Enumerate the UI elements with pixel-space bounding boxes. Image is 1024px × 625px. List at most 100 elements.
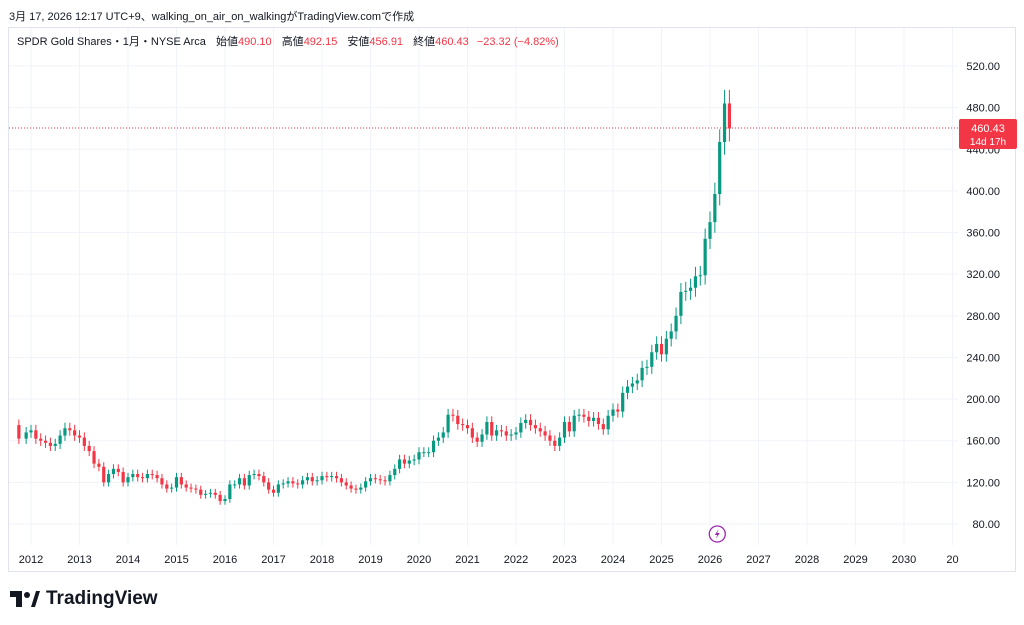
tradingview-logo-icon [10,591,40,607]
candle-body [247,475,251,486]
candle-body [330,476,334,478]
x-tick-label: 2023 [552,554,576,566]
x-tick-label: 20 [946,554,958,566]
candle-body [136,474,140,478]
candle-body [359,487,363,490]
candle-body [543,431,547,436]
candle-body [640,367,644,381]
candle-body [698,275,702,277]
candle-body [562,421,567,438]
candle-body [140,477,145,479]
candle-body [262,476,266,483]
x-tick-label: 2025 [649,554,673,566]
candle-body [650,352,654,367]
x-tick-label: 2013 [67,554,91,566]
candle-body [150,474,154,476]
candle-body [524,419,528,424]
candle-body [553,440,557,446]
candle-body [499,430,504,432]
candle-body [451,414,455,416]
candle-body [48,442,52,446]
y-tick-label: 240.00 [966,352,1000,364]
candle-body [669,331,673,339]
price-chart[interactable]: 80.00 120.00 160.00 200.00 240.00 280.00 320.0… [0,0,1024,580]
low-value: 456.91 [369,36,404,48]
candle-body [305,477,310,481]
candle-body [77,435,82,438]
x-tick-label: 2028 [795,554,819,566]
candle-body [257,474,261,477]
y-tick-label: 480.00 [966,103,1000,115]
candle-body [480,434,484,442]
candle-body [145,474,149,479]
candle-body [441,432,445,438]
x-tick-label: 2021 [455,554,479,566]
candle-body [271,489,276,493]
price-tag-value: 460.43 [971,123,1005,135]
change-value: −23.32 (−4.82%) [476,36,559,48]
y-tick-label: 120.00 [966,477,1000,489]
candle-body [378,479,382,481]
candle-body [364,481,368,488]
candle-body [276,484,280,493]
candle-body [281,483,285,485]
candle-body [179,477,183,485]
candle-body [87,445,91,452]
candle-body [664,338,668,355]
candle-body [533,425,537,429]
candle-body [325,476,329,478]
candle-body [417,452,421,460]
candle-body [354,488,358,490]
candle-body [213,492,217,495]
x-tick-label: 2012 [19,554,43,566]
candle-body [126,477,130,483]
candle-body [655,343,659,353]
candle-body [446,414,450,433]
candle-body [107,474,111,483]
candle-body [528,419,533,426]
candle-body [199,489,203,495]
candle-body [582,414,586,417]
x-tick-label: 2024 [601,554,625,566]
candle-body [344,482,348,486]
candle-body [320,476,324,481]
close-value: 460.43 [435,36,469,48]
candle-body [301,480,305,485]
candle-body [465,425,470,429]
candle-body [495,430,499,436]
candle-body [34,430,38,439]
candle-body [727,103,731,129]
high-value: 492.15 [303,36,338,48]
candle-body [349,485,353,489]
candle-body [339,478,343,483]
low-label: 安値 [347,36,370,48]
candle-body [368,478,373,482]
candle-body [310,477,314,482]
candle-body [558,437,562,446]
candle-body [689,287,693,291]
candle-body [383,480,387,482]
x-tick-label: 2030 [892,554,916,566]
candle-body [39,438,43,441]
candle-body [102,466,106,483]
candle-body [155,475,159,479]
candle-body [722,103,727,142]
candle-body [237,478,242,485]
candle-body [470,428,474,438]
candle-body [606,415,610,430]
candle-body [577,414,581,416]
y-tick-label: 80.00 [972,519,1000,531]
candle-body [97,463,101,467]
candle-body [456,415,460,425]
candle-body [165,484,169,489]
brand-name: TradingView [46,588,158,609]
candle-body [548,435,552,441]
candle-body [218,494,222,502]
chart-frame[interactable] [8,27,1016,572]
symbol-title[interactable]: SPDR Gold Shares・1月・NYSE Arca [17,36,206,48]
y-tick-label: 320.00 [966,269,1000,281]
candle-body [291,481,295,484]
close-label: 終値 [413,36,436,48]
candle-body [703,238,707,276]
tradingview-logo[interactable]: TradingView [10,588,158,610]
